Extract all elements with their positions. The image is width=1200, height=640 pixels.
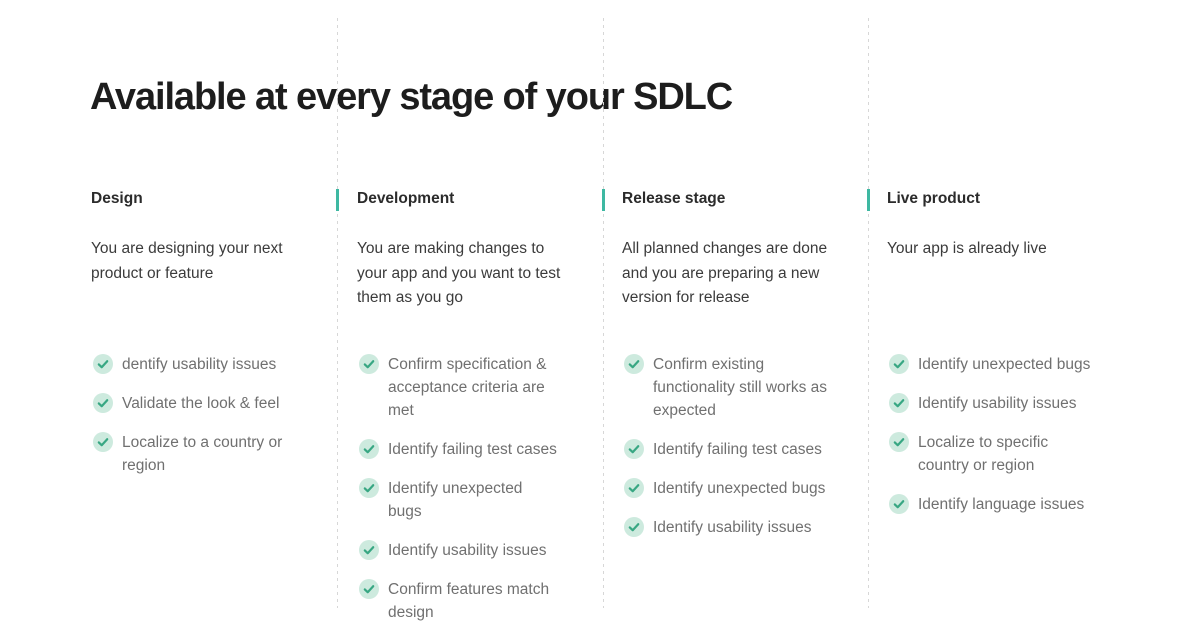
sdlc-column-design: Design You are designing your next produ…: [91, 188, 317, 612]
checklist-item: Confirm existing functionality still wor…: [622, 353, 854, 422]
check-icon: [359, 478, 379, 498]
check-icon: [624, 478, 644, 498]
check-icon: [359, 579, 379, 599]
accent-bar: [867, 189, 870, 211]
column-header: Design: [91, 190, 143, 207]
checklist-item: Identify usability issues: [887, 392, 1137, 415]
checklist-item: Identify usability issues: [622, 516, 854, 539]
accent-bar: [336, 189, 339, 211]
checklist-item-label: Confirm specification & acceptance crite…: [388, 356, 547, 419]
checklist-item: Identify language issues: [887, 493, 1137, 516]
checklist-item-label: Identify language issues: [918, 496, 1085, 513]
column-header: Release stage: [622, 190, 726, 207]
column-header: Live product: [887, 190, 981, 207]
checklist-item: Identify unexpected bugs: [357, 477, 589, 523]
column-divider: [602, 18, 605, 608]
checklist-item: Identify unexpected bugs: [887, 353, 1137, 376]
checklist-item-label: Identify unexpected bugs: [918, 356, 1091, 373]
column-divider: [867, 18, 870, 608]
sdlc-column-development: Development You are making changes to yo…: [357, 188, 589, 621]
checklist: Identify unexpected bugs Identify usabil…: [887, 353, 1137, 532]
column-divider: [336, 18, 339, 608]
checklist-item-label: Identify unexpected bugs: [653, 480, 826, 497]
check-icon: [889, 393, 909, 413]
check-icon: [624, 354, 644, 374]
checklist-item: Identify unexpected bugs: [622, 477, 854, 500]
check-icon: [624, 517, 644, 537]
checklist: dentify usability issues Validate the lo…: [91, 353, 317, 493]
check-icon: [93, 393, 113, 413]
check-icon: [93, 432, 113, 452]
page-title: Available at every stage of your SDLC: [90, 76, 733, 118]
checklist-item: Confirm features match design: [357, 578, 589, 624]
sdlc-column-release-stage: Release stage All planned changes are do…: [622, 188, 854, 612]
check-icon: [359, 354, 379, 374]
checklist-item: Confirm specification & acceptance crite…: [357, 353, 589, 422]
checklist-item-label: Localize to a country or region: [122, 434, 283, 474]
checklist-item-label: Identify failing test cases: [388, 441, 557, 458]
check-icon: [359, 540, 379, 560]
checklist-item-label: Localize to specific country or region: [918, 434, 1049, 474]
checklist-item: Identify failing test cases: [622, 438, 854, 461]
column-description: All planned changes are done and you are…: [622, 240, 828, 306]
check-icon: [624, 439, 644, 459]
checklist-item: dentify usability issues: [91, 353, 317, 376]
checklist-item-label: Validate the look & feel: [122, 395, 280, 412]
checklist-item: Validate the look & feel: [91, 392, 317, 415]
check-icon: [889, 494, 909, 514]
column-description: You are designing your next product or f…: [91, 240, 283, 282]
column-description: Your app is already live: [887, 240, 1047, 257]
checklist-item-label: Confirm features match design: [388, 581, 550, 621]
check-icon: [889, 432, 909, 452]
column-description: You are making changes to your app and y…: [357, 240, 561, 306]
checklist-item-label: Identify usability issues: [918, 395, 1077, 412]
checklist-item-label: Identify usability issues: [388, 542, 547, 559]
sdlc-column-live-product: Live product Your app is already live Id…: [887, 188, 1137, 612]
checklist-item-label: Identify failing test cases: [653, 441, 822, 458]
checklist-item-label: dentify usability issues: [122, 356, 277, 373]
checklist-item: Localize to specific country or region: [887, 431, 1137, 477]
check-icon: [359, 439, 379, 459]
checklist-item-label: Identify unexpected bugs: [388, 480, 523, 520]
checklist-item-label: Confirm existing functionality still wor…: [653, 356, 828, 419]
checklist-item: Identify usability issues: [357, 539, 589, 562]
checklist-item: Identify failing test cases: [357, 438, 589, 461]
accent-bar: [602, 189, 605, 211]
checklist-item: Localize to a country or region: [91, 431, 317, 477]
checklist-item-label: Identify usability issues: [653, 519, 812, 536]
check-icon: [889, 354, 909, 374]
check-icon: [93, 354, 113, 374]
column-header: Development: [357, 190, 455, 207]
checklist: Confirm existing functionality still wor…: [622, 353, 854, 555]
checklist: Confirm specification & acceptance crite…: [357, 353, 589, 640]
